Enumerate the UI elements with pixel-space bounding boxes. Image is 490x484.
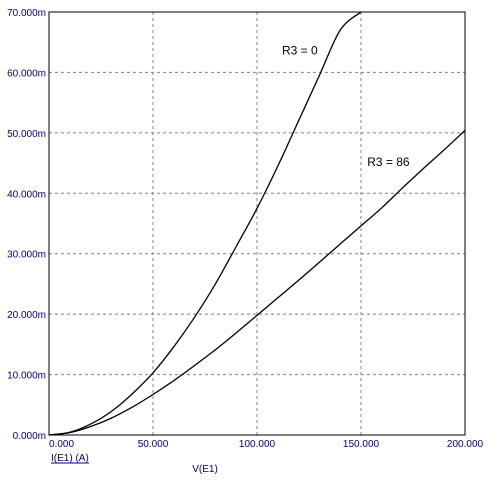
plot-frame: [48, 11, 466, 436]
y-tick-label-5: 50.000m: [7, 129, 46, 140]
x-tick-labels: 0.000 50.000 100.000 150.000 200.000: [49, 439, 484, 450]
series-annotation-1: R3 = 86: [367, 155, 410, 169]
y-tick-label-6: 60.000m: [7, 68, 46, 79]
y-tick-labels: 0.000m 10.000m 20.000m 30.000m 40.000m 50.000…: [7, 8, 46, 442]
y-tick-label-4: 40.000m: [7, 189, 46, 200]
series-line-0: [48, 11, 362, 436]
x-tick-label-3: 150.000: [343, 439, 380, 450]
series-annotation-0: R3 = 0: [282, 43, 318, 57]
x-tick-label-4: 200.000: [447, 439, 484, 450]
x-axis-title: V(E1): [192, 464, 218, 475]
x-tick-label-0: 0.000: [49, 439, 74, 450]
x-tick-label-2: 100.000: [239, 439, 276, 450]
grid: [49, 12, 465, 435]
y-tick-label-2: 20.000m: [7, 310, 46, 321]
x-tick-label-1: 50.000: [138, 439, 169, 450]
y-axis-title: I(E1) (A): [51, 453, 89, 464]
y-tick-label-7: 70.000m: [7, 8, 46, 19]
series-lines: [48, 11, 466, 436]
series-line-1: [48, 129, 466, 436]
series-annotations: R3 = 0 R3 = 86: [282, 43, 410, 169]
y-tick-label-3: 30.000m: [7, 250, 46, 261]
y-tick-label-0: 0.000m: [13, 431, 46, 442]
y-tick-label-1: 10.000m: [7, 371, 46, 382]
